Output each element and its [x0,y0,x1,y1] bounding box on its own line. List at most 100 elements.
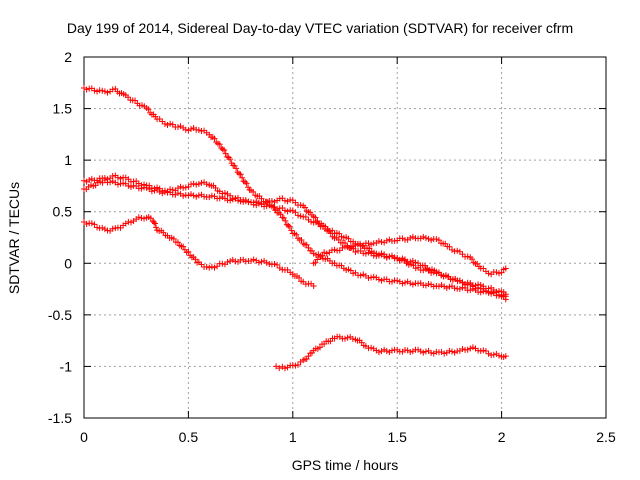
data-point-marker [104,89,111,96]
data-point-marker [407,235,414,242]
data-point-marker [383,254,390,261]
data-point-marker [284,266,291,273]
data-point-marker [237,198,244,205]
data-point-marker [211,135,218,142]
data-point-marker [159,190,166,197]
data-point-marker [446,283,453,290]
data-point-marker [365,240,372,247]
x-tick-label: 1.5 [387,429,407,445]
data-point-marker [368,344,375,351]
data-point-marker [255,259,262,266]
data-point-marker [407,258,414,265]
x-axis-label: GPS time / hours [291,457,399,473]
data-point-marker [388,278,395,285]
data-point-marker [464,253,471,260]
data-point-marker [284,198,291,205]
data-point-marker [190,180,197,187]
data-point-marker [145,106,152,113]
data-point-marker [185,127,192,134]
data-point-marker [227,258,234,265]
data-point-marker [498,269,505,276]
data-point-marker [402,279,409,286]
data-point-marker [502,291,509,298]
data-point-marker [109,86,116,93]
data-point-marker [109,178,116,185]
data-point-marker [185,183,192,190]
data-point-marker [274,206,281,213]
data-point-marker [222,150,229,157]
data-point-marker [253,198,260,205]
data-point-marker [83,86,90,93]
data-point-marker [211,264,218,271]
data-point-marker [396,256,403,263]
data-point-marker [467,287,474,294]
y-tick-label: -0.5 [48,307,72,323]
data-point-marker [422,266,429,273]
data-point-marker [170,235,177,242]
data-point-marker [297,213,304,220]
y-tick-label: 0.5 [53,204,73,220]
data-point-marker [231,162,238,169]
data-point-marker [485,270,492,277]
data-point-marker [480,265,487,272]
data-point-marker [282,217,289,224]
data-point-marker [375,276,382,283]
data-point-marker [101,226,108,233]
data-point-marker [441,283,448,290]
data-point-marker [203,181,210,188]
data-point-marker [234,197,241,204]
data-point-marker [357,272,364,279]
data-point-marker [242,178,249,185]
data-point-marker [233,165,240,172]
data-point-marker [286,223,293,230]
data-point-marker [263,198,270,205]
data-point-marker [221,190,228,197]
data-point-marker [399,235,406,242]
data-point-marker [477,281,484,288]
data-point-marker [495,287,502,294]
data-point-marker [459,279,466,286]
data-point-marker [273,363,280,370]
data-point-marker [276,365,283,372]
data-point-marker [425,281,432,288]
data-point-marker [192,256,199,263]
data-point-marker [125,182,132,189]
data-point-marker [349,243,356,250]
data-point-marker [237,171,244,178]
data-point-marker [312,214,319,221]
data-point-marker [141,184,148,191]
data-point-marker [284,208,291,215]
data-point-marker [438,349,445,356]
data-point-marker [135,214,142,221]
data-point-marker [399,255,406,262]
data-point-marker [174,239,181,246]
data-point-marker [250,188,257,195]
data-point-marker [138,185,145,192]
data-point-marker [143,184,150,191]
data-point-marker [328,247,335,254]
data-point-marker [422,234,429,241]
y-tick-label: 0 [64,255,72,271]
data-point-marker [469,344,476,351]
x-tick-label: 2 [498,429,506,445]
data-point-marker [88,220,95,227]
data-point-marker [281,365,288,372]
data-point-marker [195,181,202,188]
data-point-marker [430,283,437,290]
data-point-marker [297,201,304,208]
data-point-marker [469,256,476,263]
data-point-marker [208,192,215,199]
data-point-marker [195,127,202,134]
series-track-1 [81,84,509,300]
data-point-marker [381,346,388,353]
data-point-marker [271,261,278,268]
data-point-marker [360,271,367,278]
data-point-marker [375,252,382,259]
data-point-marker [279,363,286,370]
data-point-marker [277,211,284,218]
data-point-marker [174,190,181,197]
data-point-marker [399,280,406,287]
data-point-marker [177,183,184,190]
data-point-marker [430,350,437,357]
data-point-marker [174,124,181,131]
